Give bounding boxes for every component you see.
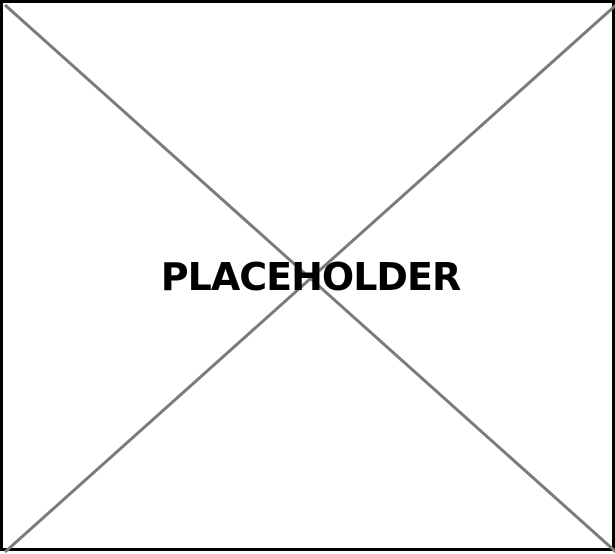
cross-line-ascending	[3, 3, 615, 554]
cross-icon	[3, 3, 615, 554]
placeholder-label: PLACEHOLDER	[160, 255, 461, 299]
